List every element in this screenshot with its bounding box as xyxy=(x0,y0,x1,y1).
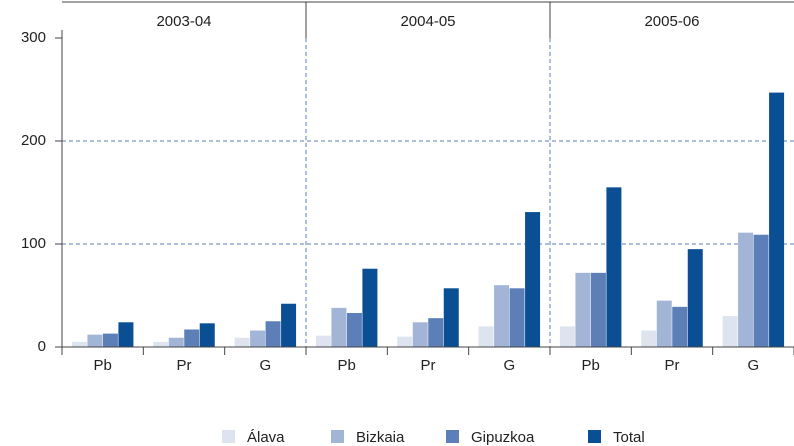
bar xyxy=(153,341,169,347)
x-tick-label: Pb xyxy=(337,357,355,374)
bar xyxy=(575,272,591,347)
bar xyxy=(428,318,444,347)
x-tick-label: Pr xyxy=(177,357,192,374)
bar xyxy=(672,306,688,347)
group-label: 2003-04 xyxy=(156,13,211,30)
y-tick-label: 300 xyxy=(21,29,46,46)
bar xyxy=(687,249,703,347)
bar xyxy=(331,307,347,347)
y-tick-label: 100 xyxy=(21,235,46,252)
bar xyxy=(656,300,672,347)
legend-label: Álava xyxy=(247,429,285,446)
x-tick-label: Pr xyxy=(665,357,680,374)
legend-label: Bizkaia xyxy=(356,429,405,446)
bar xyxy=(606,187,622,347)
x-tick-label: G xyxy=(747,357,759,374)
bar xyxy=(443,288,459,347)
bar xyxy=(184,329,200,347)
bar xyxy=(559,326,575,347)
bar xyxy=(346,313,362,347)
bar xyxy=(87,334,103,347)
legend-swatch xyxy=(588,430,601,443)
bar xyxy=(641,330,657,347)
bar xyxy=(769,92,785,347)
group-label: 2004-05 xyxy=(400,13,455,30)
bar xyxy=(412,322,428,347)
legend-swatch xyxy=(446,430,459,443)
legend-label: Total xyxy=(613,429,645,446)
bar xyxy=(494,285,510,347)
bar xyxy=(738,232,754,347)
bar xyxy=(250,330,266,347)
bar xyxy=(265,321,281,347)
y-tick-label: 200 xyxy=(21,132,46,149)
bar xyxy=(71,341,87,347)
bar xyxy=(102,333,118,347)
bar xyxy=(234,337,250,347)
x-tick-label: Pr xyxy=(421,357,436,374)
bar xyxy=(118,322,134,347)
bar xyxy=(509,288,525,347)
bar xyxy=(397,336,413,347)
legend-swatch xyxy=(222,430,235,443)
bar xyxy=(315,335,331,347)
y-tick-label: 0 xyxy=(38,338,46,355)
x-tick-label: Pb xyxy=(581,357,599,374)
bar xyxy=(199,323,215,347)
group-label: 2005-06 xyxy=(644,13,699,30)
bar xyxy=(753,234,769,347)
x-tick-label: G xyxy=(503,357,515,374)
bar xyxy=(478,326,494,347)
bar xyxy=(168,337,184,347)
legend-label: Gipuzkoa xyxy=(471,429,535,446)
bar xyxy=(362,268,378,347)
bar xyxy=(525,212,541,347)
bar xyxy=(590,272,606,347)
x-tick-label: Pb xyxy=(93,357,111,374)
bar xyxy=(722,316,738,347)
x-tick-label: G xyxy=(259,357,271,374)
legend-swatch xyxy=(331,430,344,443)
bar xyxy=(281,303,297,347)
